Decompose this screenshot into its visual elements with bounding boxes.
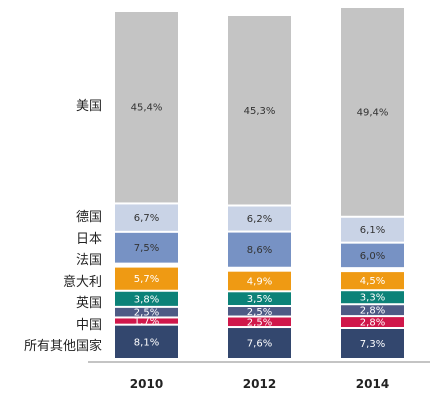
data-label-9-2014: 49,4%	[357, 107, 389, 118]
bar-segment-8-2014	[341, 217, 404, 242]
data-label-3-2010: 2,5%	[134, 308, 159, 319]
data-label-9-2010: 45,4%	[131, 103, 163, 114]
bar-segment-7-2012	[228, 232, 291, 267]
bar-segment-5-2012	[228, 271, 291, 291]
data-label-3-2012: 2,5%	[247, 307, 272, 318]
bar-segment-1-2010	[115, 325, 178, 358]
bar-segment-2-2014	[341, 317, 404, 328]
bar-segment-6-2014	[341, 269, 404, 271]
bar-segment-9-2010	[115, 12, 178, 203]
bar-segment-5-2014	[341, 272, 404, 290]
data-label-4-2014: 3,3%	[360, 293, 385, 304]
bar-segment-3-2014	[341, 305, 404, 316]
bar-segment-6-2012	[228, 268, 291, 270]
series-label-8: 德国	[76, 210, 102, 225]
data-label-7-2012: 8,6%	[247, 245, 272, 256]
series-label-7: 日本	[76, 232, 102, 247]
data-label-3-2014: 2,8%	[360, 306, 385, 317]
bar-segment-4-2012	[228, 292, 291, 306]
data-label-5-2012: 4,9%	[247, 276, 272, 287]
data-label-7-2010: 7,5%	[134, 243, 159, 254]
bar-segment-7-2010	[115, 232, 178, 263]
x-axis-labels: 2010 2012 2014	[130, 377, 389, 391]
series-label-1: 所有其他国家	[24, 338, 102, 354]
bar-segment-9-2012	[228, 16, 291, 205]
bar-segment-1-2012	[228, 328, 291, 358]
data-label-2-2014: 2,8%	[360, 318, 385, 329]
data-label-5-2014: 4,5%	[360, 276, 385, 287]
data-label-9-2012: 45,3%	[244, 106, 276, 117]
x-tick-label-2010: 2010	[130, 377, 163, 391]
bar-segment-7-2014	[341, 243, 404, 268]
data-label-8-2010: 6,7%	[134, 213, 159, 224]
data-label-7-2014: 6,0%	[360, 251, 385, 262]
series-label-4: 英国	[76, 296, 102, 311]
bars-layer	[115, 8, 404, 358]
data-label-4-2010: 3,8%	[134, 294, 159, 305]
bar-segment-8-2012	[228, 206, 291, 231]
data-label-8-2014: 6,1%	[360, 225, 385, 236]
data-label-8-2012: 6,2%	[247, 214, 272, 225]
segment-labels-layer: 8,1%1,7%2,5%3,8%5,7%7,5%6,7%45,4%7,6%2,5…	[131, 103, 389, 350]
bar-segment-5-2010	[115, 267, 178, 290]
data-label-4-2012: 3,5%	[247, 294, 272, 305]
data-label-2-2010: 1,7%	[134, 317, 159, 328]
bar-segment-3-2012	[228, 307, 291, 316]
data-label-5-2010: 5,7%	[134, 274, 159, 285]
bar-segment-4-2010	[115, 291, 178, 306]
bar-segment-4-2014	[341, 291, 404, 304]
bar-segment-2-2012	[228, 317, 291, 327]
bar-segment-3-2010	[115, 307, 178, 317]
bar-segment-6-2010	[115, 264, 178, 266]
series-labels-layer: 所有其他国家 中国 英国 意大利 法国 日本 德国 美国	[24, 99, 102, 354]
series-label-5: 意大利	[63, 274, 102, 290]
series-label-6: 法国	[76, 253, 102, 268]
data-label-2-2012: 2,5%	[247, 317, 272, 328]
bar-segment-8-2010	[115, 204, 178, 231]
data-label-1-2014: 7,3%	[360, 339, 385, 350]
bar-segment-2-2010	[115, 318, 178, 324]
data-label-1-2012: 7,6%	[247, 339, 272, 350]
bar-segment-1-2014	[341, 329, 404, 358]
x-tick-label-2012: 2012	[243, 377, 276, 391]
x-tick-label-2014: 2014	[356, 377, 389, 391]
data-label-1-2010: 8,1%	[134, 337, 159, 348]
series-label-9: 美国	[76, 99, 102, 114]
bar-segment-9-2014	[341, 8, 404, 216]
series-label-2: 中国	[76, 318, 102, 333]
